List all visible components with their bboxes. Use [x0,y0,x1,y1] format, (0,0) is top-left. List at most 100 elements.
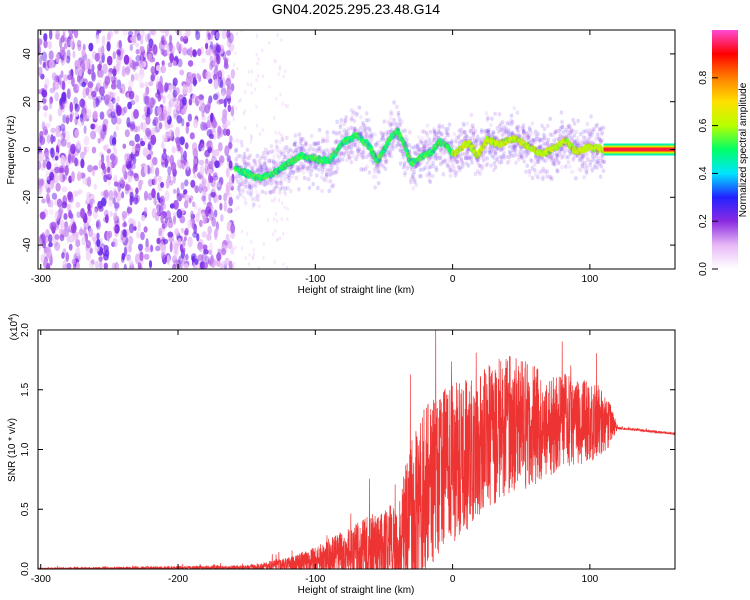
noise-blob [280,217,283,222]
noise-blob [103,253,109,261]
ridge-halo [500,127,504,132]
noise-blob [96,232,100,240]
noise-blob [71,258,77,265]
ridge-halo [362,127,367,132]
ridge-halo [540,123,544,128]
noise-blob [112,237,118,248]
noise-blob [168,216,173,224]
noise-blob [69,101,74,113]
ridge-halo [517,154,522,160]
ridge-halo [534,136,539,142]
noise-blob [48,241,53,248]
ridge-halo [500,133,505,138]
ridge-halo [401,129,405,134]
snr-scale-label: (x104) [8,314,20,341]
noise-blob [213,209,218,218]
ridge-halo [471,141,475,146]
ridge-halo [308,144,313,149]
ridge-halo [265,180,270,185]
ridge-halo [418,147,423,152]
ridge-halo [373,169,377,175]
noise-blob [251,256,254,261]
ridge-halo [485,161,490,166]
noise-blob [54,155,59,161]
noise-blob [60,70,64,78]
noise-blob [206,129,213,137]
ridge-halo [349,145,354,150]
ridge-halo [460,130,465,135]
ridge-halo [517,134,522,139]
noise-blob [153,196,157,206]
ridge-halo [330,160,335,165]
noise-blob [108,170,113,178]
ridge-halo [274,139,279,144]
ridge-halo [353,128,357,133]
ridge-halo [236,174,240,179]
noise-blob [207,32,211,41]
ridge-halo [316,146,321,151]
ridge-halo [400,148,405,154]
noise-blob [228,260,233,269]
noise-blob [137,221,141,232]
noise-blob [143,150,149,156]
ridge-halo [519,153,524,158]
ridge-halo [357,105,362,110]
noise-blob [94,52,100,62]
noise-blob [225,185,230,197]
ridge-halo [303,141,308,146]
spectrogram-noise-region [38,30,289,269]
ridge-tail-band [603,148,675,151]
ridge-halo [398,161,403,166]
noise-blob [87,209,92,217]
ridge-halo [491,130,496,135]
ridge-halo [391,143,396,149]
ridge-halo [301,164,306,170]
noise-blob [274,211,278,216]
ridge-halo [356,128,361,133]
noise-blob [74,129,80,138]
ridge-halo [235,138,240,143]
noise-blob [107,32,111,41]
ridge-halo [272,186,277,191]
ridge-halo [267,158,272,164]
noise-blob [67,153,72,164]
noise-blob [217,70,223,80]
ridge-halo [331,130,336,135]
noise-blob [219,263,224,269]
noise-blob [230,83,235,92]
noise-blob [196,233,200,242]
noise-blob [250,136,253,141]
ridge-halo [389,142,394,148]
ridge-halo [293,142,297,147]
noise-blob [62,264,68,269]
noise-blob [138,70,145,80]
noise-blob [70,39,74,50]
ridge-halo [339,117,344,123]
noise-blob [250,239,253,244]
noise-blob [164,190,170,202]
noise-blob [136,32,141,42]
noise-blob [48,114,53,122]
ridge-halo [291,149,295,155]
ridge-halo [415,143,420,148]
ridge-halo [518,152,522,157]
noise-blob [208,242,213,252]
ridge-halo [285,135,289,140]
ridge-halo [356,148,360,153]
noise-blob [59,46,66,56]
ridge-halo [279,174,283,179]
ridge-halo [521,129,526,134]
ridge-halo [545,155,550,161]
noise-blob [278,140,282,144]
ridge-halo [476,160,480,165]
ridge-halo [240,181,245,187]
ridge-halo [375,140,380,145]
noise-blob [140,30,145,38]
noise-blob [276,237,280,242]
noise-blob [160,30,167,34]
ridge-halo [261,154,265,159]
colorbar: 0.00.20.40.60.8 Normalized spectral ampl… [698,30,749,276]
noise-blob [160,214,164,224]
noise-blob [194,258,199,266]
ridge-halo [504,128,509,133]
